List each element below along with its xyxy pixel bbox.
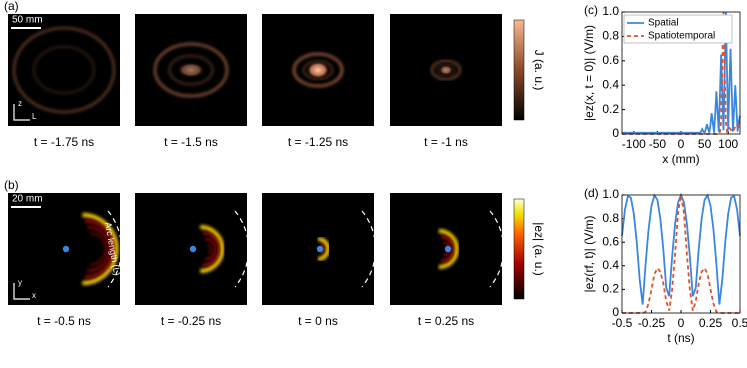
x-tick-label: -50	[649, 137, 667, 151]
y-tick-label: 0	[612, 126, 619, 140]
legend-box	[623, 14, 733, 44]
y-tick-label: 1.0	[602, 4, 619, 18]
caption: t = -1.25 ns	[288, 135, 348, 149]
y-axis-label: |ez(x, t = 0)| (V/m)	[582, 25, 596, 121]
focal-point	[444, 245, 452, 253]
field-core	[439, 65, 453, 75]
field-arc	[204, 237, 217, 261]
y-tick-label: 0	[612, 305, 619, 319]
x-tick-label: -0.5	[612, 316, 633, 330]
image-panel	[8, 193, 123, 305]
x-tick-label: -0.25	[638, 316, 666, 330]
field-arc	[87, 225, 111, 273]
field-core	[306, 61, 330, 79]
panel-label: (a)	[4, 0, 19, 13]
field-ring	[33, 46, 95, 94]
legend-label: Spatial	[648, 18, 679, 29]
axis-glyph-label: L	[32, 112, 37, 121]
field-ring	[431, 60, 461, 80]
caption: t = -0.5 ns	[37, 314, 91, 328]
axis-glyph-label: x	[32, 291, 36, 300]
scale-bar-label: 50 mm	[12, 15, 43, 26]
x-tick-label: 100	[718, 137, 738, 151]
image-panel	[262, 193, 377, 305]
image-panel	[135, 14, 247, 126]
panel-label: (c)	[584, 3, 598, 17]
focal-point	[189, 245, 197, 253]
caption: t = -0.25 ns	[161, 314, 221, 328]
x-tick-label: -100	[622, 137, 646, 151]
plot-frame	[621, 11, 741, 135]
x-tick-label: 0	[678, 137, 685, 151]
x-tick-label: 0.25	[699, 316, 723, 330]
x-tick-label: 0	[678, 316, 685, 330]
y-tick-label: 1.0	[602, 187, 619, 201]
colorbar	[513, 19, 525, 121]
panel-label: (b)	[4, 178, 19, 192]
plot-frame	[621, 194, 741, 314]
y-tick-label: 0.4	[602, 258, 619, 272]
field-ring	[154, 43, 228, 97]
arc-marker	[234, 210, 250, 288]
data-line	[622, 194, 740, 314]
panel-label: (d)	[584, 186, 599, 200]
y-tick-label: 0.2	[602, 282, 619, 296]
x-tick-label: 0.5	[732, 316, 747, 330]
field-arc	[438, 229, 459, 269]
colorbar-label: J (a. u.)	[532, 50, 546, 91]
y-axis-label: |ez(rf, t)| (V/m)	[582, 216, 596, 293]
focal-point	[62, 245, 70, 253]
field-arc	[84, 219, 115, 279]
x-axis-label: x (mm)	[662, 152, 699, 166]
axis-glyph-label: z	[18, 99, 22, 108]
image-background	[8, 14, 120, 126]
caption: t = 0.25 ns	[418, 314, 474, 328]
x-axis-label: t (ns)	[667, 331, 694, 345]
arc-marker	[107, 210, 123, 288]
field-ring	[168, 54, 214, 86]
axis-glyph	[13, 104, 30, 121]
x-tick-label: 50	[698, 137, 712, 151]
image-panel	[390, 193, 505, 305]
field-arc	[320, 243, 326, 255]
scale-bar-label: 20 mm	[12, 194, 43, 205]
image-panel	[8, 14, 120, 126]
colorbar	[513, 198, 525, 300]
data-line	[621, 192, 741, 305]
field-ring	[13, 27, 115, 113]
field-arc	[317, 237, 330, 261]
y-tick-label: 0.2	[602, 102, 619, 116]
arc-marker	[489, 210, 505, 288]
axis-glyph	[13, 283, 30, 300]
legend-label: Spatiotemporal	[648, 31, 715, 42]
caption: t = 0 ns	[298, 314, 338, 328]
caption: t = -1.75 ns	[34, 135, 94, 149]
caption: t = -1.5 ns	[164, 135, 218, 149]
field-arc	[89, 231, 108, 267]
image-panel	[262, 14, 374, 126]
colorbar-label: |ez| (a. u.)	[532, 222, 546, 276]
field-arc	[441, 235, 455, 263]
field-arc	[200, 225, 225, 273]
axis-glyph-label: y	[18, 278, 22, 287]
caption: t = -1 ns	[424, 135, 468, 149]
y-tick-label: 0.8	[602, 211, 619, 225]
field-core	[177, 62, 205, 78]
field-arc	[202, 231, 221, 267]
field-arc	[207, 243, 213, 255]
field-arc	[82, 213, 119, 285]
arc-marker	[361, 210, 377, 288]
data-line	[622, 11, 741, 135]
y-tick-label: 0.6	[602, 53, 619, 67]
field-ring	[293, 53, 343, 87]
y-tick-label: 0.6	[602, 234, 619, 248]
y-tick-label: 0.4	[602, 77, 619, 91]
y-tick-label: 0.8	[602, 29, 619, 43]
image-panel	[390, 14, 502, 126]
image-panel	[135, 193, 250, 305]
focal-point	[316, 245, 324, 253]
